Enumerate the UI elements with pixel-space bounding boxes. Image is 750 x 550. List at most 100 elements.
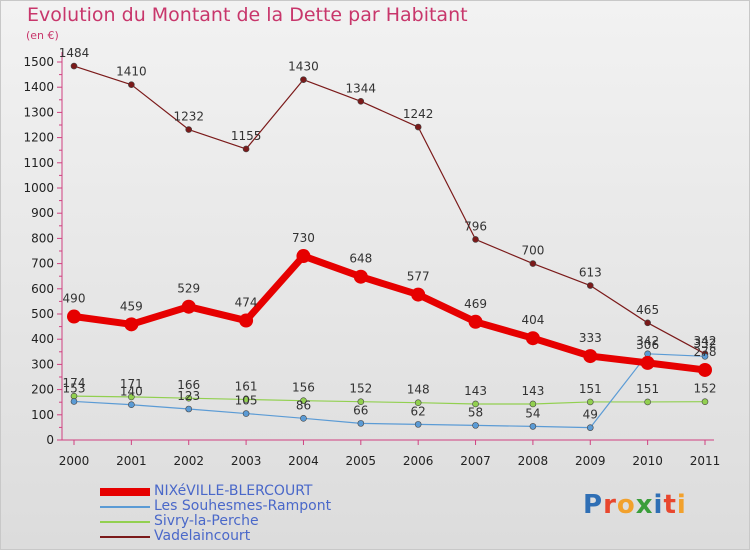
legend-label: Vadelaincourt	[154, 528, 251, 544]
legend-swatch	[100, 488, 150, 496]
data-label: 474	[235, 296, 258, 310]
data-point	[124, 317, 139, 332]
x-tick-label: 2010	[632, 454, 663, 468]
data-label: 151	[636, 382, 659, 396]
y-tick-label: 600	[31, 282, 54, 296]
chart-unit: (en €)	[26, 29, 59, 42]
data-label: 58	[468, 405, 483, 419]
data-label: 577	[407, 270, 430, 284]
legend-label: Les Souhesmes-Rampont	[154, 498, 332, 514]
data-label: 730	[292, 231, 315, 245]
x-tick-label: 2001	[116, 454, 147, 468]
data-label: 143	[521, 384, 544, 398]
data-point	[239, 313, 254, 328]
data-label: 465	[636, 303, 659, 317]
y-tick-label: 500	[31, 307, 54, 321]
x-tick-label: 2003	[231, 454, 262, 468]
data-point	[472, 422, 479, 429]
data-label: 333	[579, 331, 602, 345]
data-point	[185, 394, 193, 402]
x-tick-label: 2005	[346, 454, 377, 468]
data-label: 796	[464, 219, 487, 233]
data-point	[242, 145, 250, 153]
data-point	[128, 401, 135, 409]
logo-letter: P	[583, 490, 604, 520]
data-label: 153	[63, 381, 86, 395]
data-label: 152	[694, 382, 717, 396]
data-point	[128, 393, 135, 401]
legend-label: Sivry-la-Perche	[154, 513, 259, 529]
data-point	[242, 410, 250, 417]
data-label: 152	[349, 382, 372, 396]
data-label: 148	[407, 383, 430, 397]
data-label: 490	[63, 292, 86, 306]
data-point	[701, 398, 709, 405]
data-label: 278	[694, 345, 717, 359]
data-label: 123	[177, 389, 200, 403]
data-point	[67, 309, 81, 324]
data-point	[586, 398, 594, 406]
logo-letter: i	[676, 490, 687, 520]
data-label: 66	[353, 403, 368, 417]
logo-letter: x	[635, 490, 654, 520]
y-tick-label: 700	[31, 257, 54, 271]
logo-letter: i	[653, 490, 664, 520]
y-tick-label: 1000	[23, 181, 54, 195]
data-label: 1155	[231, 129, 262, 143]
data-point	[414, 421, 422, 428]
data-point	[414, 399, 422, 407]
logo-letter: r	[603, 490, 617, 520]
y-tick-label: 900	[31, 206, 54, 220]
data-point	[70, 398, 78, 405]
x-tick-label: 2000	[59, 454, 90, 468]
legend-swatch	[100, 506, 150, 508]
data-point	[296, 249, 311, 264]
x-tick-label: 2011	[690, 454, 721, 468]
x-tick-label: 2007	[460, 454, 491, 468]
data-label: 1232	[173, 110, 204, 124]
y-tick-label: 400	[31, 332, 54, 346]
data-label: 54	[525, 406, 540, 420]
data-label: 648	[349, 252, 372, 266]
data-label: 62	[411, 404, 426, 418]
chart-title: Evolution du Montant de la Dette par Hab…	[27, 4, 468, 26]
data-label: 342	[694, 334, 717, 348]
series-line-3	[73, 65, 706, 355]
data-label: 86	[296, 398, 311, 412]
data-label: 613	[579, 266, 602, 280]
data-label: 140	[120, 385, 143, 399]
data-point	[185, 405, 193, 413]
y-tick-label: 300	[31, 357, 54, 371]
data-label: 151	[579, 382, 602, 396]
y-tick-label: 1200	[23, 131, 54, 145]
data-point	[583, 349, 598, 364]
data-point	[414, 123, 422, 131]
data-point	[529, 423, 537, 430]
x-tick-label: 2006	[403, 454, 434, 468]
data-point	[472, 400, 479, 408]
data-point	[357, 398, 365, 405]
data-point	[357, 420, 365, 427]
data-point	[242, 396, 250, 403]
data-point	[411, 287, 426, 302]
data-label: 469	[464, 297, 487, 311]
x-tick-label: 2002	[173, 454, 204, 468]
proxiti-logo: Proxiti	[583, 490, 687, 520]
data-point	[300, 397, 307, 404]
y-tick-label: 800	[31, 231, 54, 245]
data-label: 529	[177, 282, 200, 296]
y-tick-label: 1100	[23, 156, 54, 170]
data-label: 1344	[346, 81, 377, 95]
data-label: 156	[292, 381, 315, 395]
data-point	[698, 362, 712, 377]
data-point	[300, 415, 307, 422]
data-label: 49	[583, 408, 598, 422]
data-label: 1410	[116, 65, 147, 79]
legend-label: NIXéVILLE-BLERCOURT	[154, 483, 313, 499]
data-point	[353, 269, 368, 284]
data-point	[357, 98, 365, 105]
x-tick-label: 2004	[288, 454, 319, 468]
data-point	[468, 314, 483, 329]
